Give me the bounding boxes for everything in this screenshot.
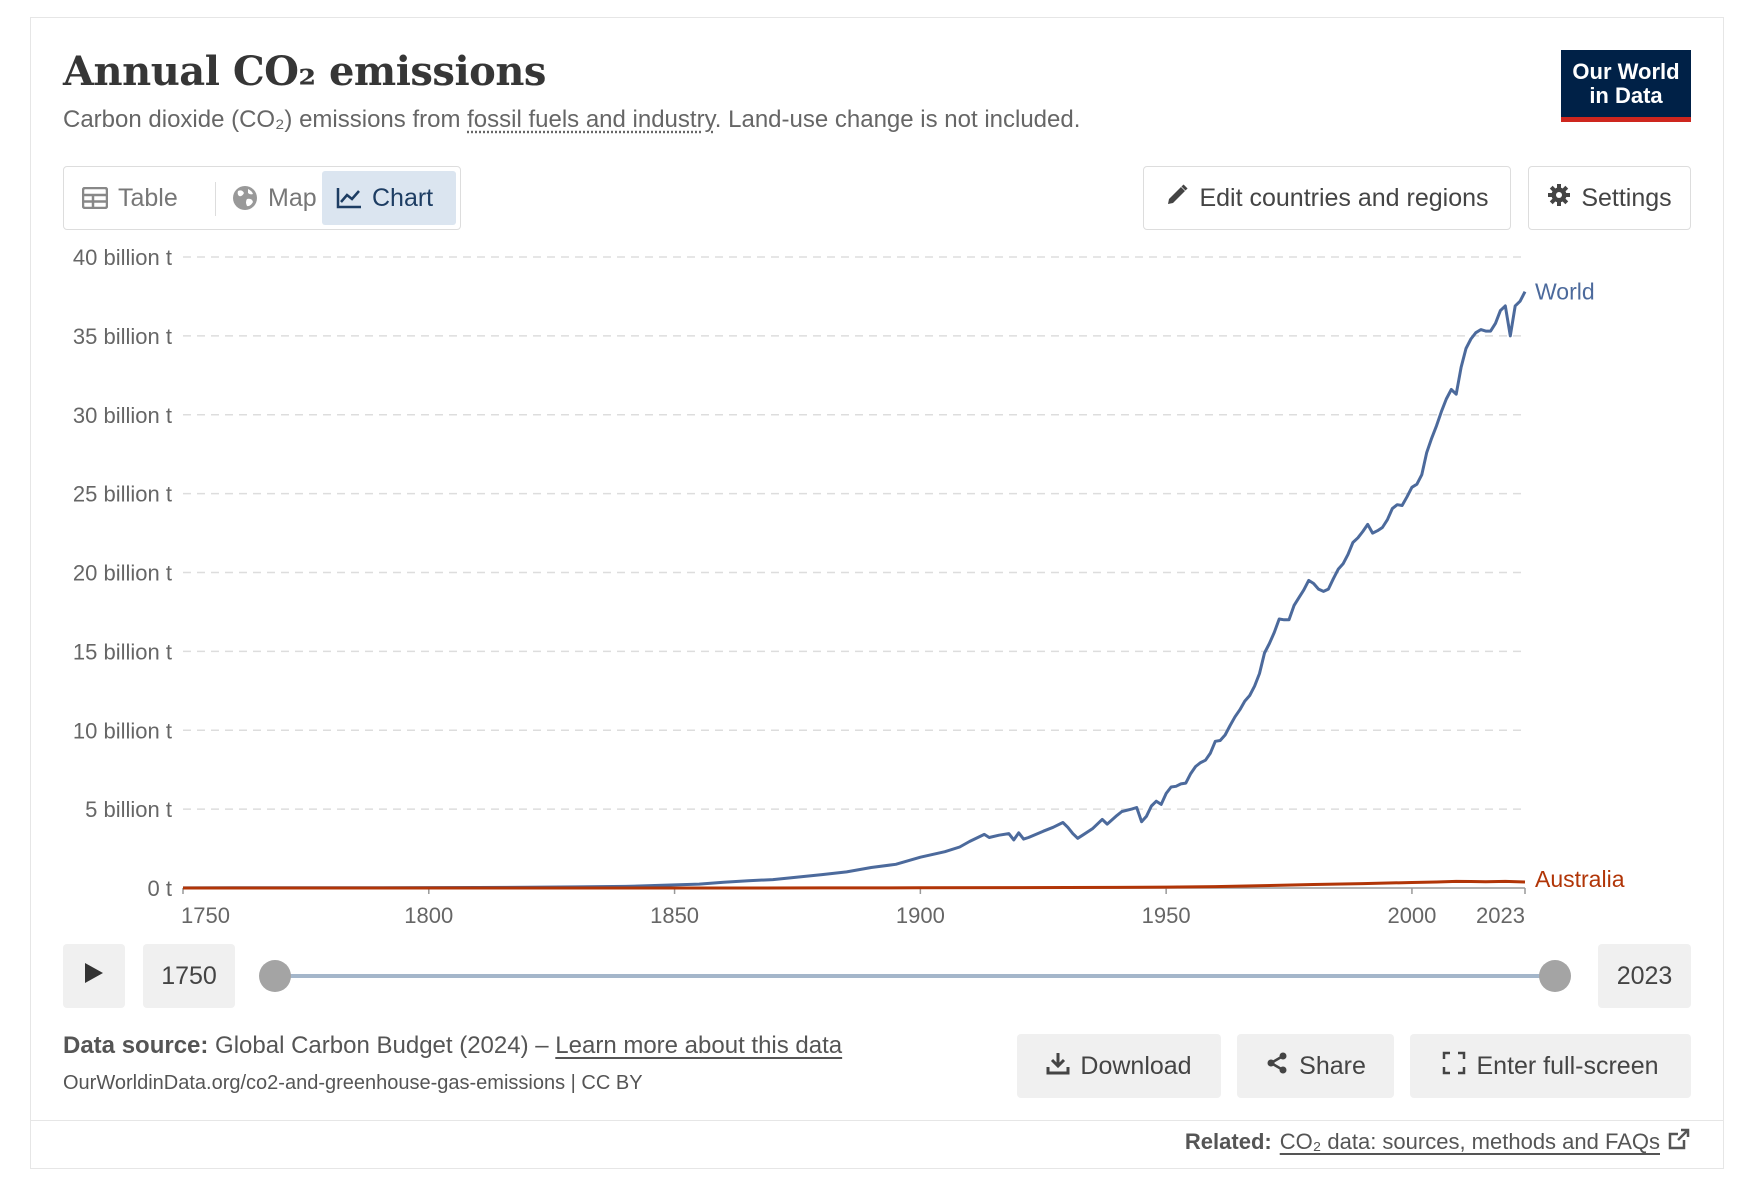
y-tick-label: 0 t: [148, 876, 172, 901]
data-source-label: Data source:: [63, 1032, 209, 1059]
download-icon: [1046, 1051, 1070, 1082]
logo-line-1: Our World: [1572, 58, 1680, 84]
owid-logo[interactable]: Our World in Data: [1561, 50, 1691, 122]
tab-map-label: Map: [268, 183, 317, 212]
y-tick-label: 30 billion t: [73, 403, 172, 428]
y-tick-label: 40 billion t: [73, 245, 172, 270]
subtitle-text: Carbon dioxide (CO₂) emissions from: [63, 106, 468, 133]
x-tick-label: 1950: [1142, 903, 1191, 928]
table-icon: [82, 187, 108, 209]
tab-map[interactable]: Map: [218, 171, 378, 225]
download-button[interactable]: Download: [1017, 1034, 1221, 1098]
external-link-icon[interactable]: [1668, 1128, 1690, 1156]
series-label-australia: Australia: [1535, 866, 1625, 892]
series-line-world: [182, 291, 1527, 890]
y-tick-label: 15 billion t: [73, 639, 172, 664]
view-tabs: Table Map Chart: [63, 166, 461, 230]
share-label: Share: [1299, 1051, 1366, 1080]
logo-line-2: in Data: [1589, 82, 1663, 108]
y-tick-label: 5 billion t: [85, 797, 172, 822]
line-chart: 0 t 5 billion t 10 billion t 15 billion t 20…: [73, 245, 1625, 928]
y-tick-label: 10 billion t: [73, 718, 172, 743]
settings-label: Settings: [1581, 183, 1672, 212]
learn-more-link[interactable]: Learn more about this data: [555, 1032, 843, 1059]
download-label: Download: [1080, 1051, 1192, 1080]
settings-button[interactable]: Settings: [1528, 166, 1691, 230]
y-tick-label: 35 billion t: [73, 324, 172, 349]
gear-icon: [1547, 183, 1571, 214]
tab-chart[interactable]: Chart: [322, 171, 456, 225]
timeline-start-year[interactable]: 1750: [143, 944, 235, 1008]
chart-card: [30, 17, 1724, 1169]
play-icon: [84, 962, 104, 991]
edit-countries-button[interactable]: Edit countries and regions: [1143, 166, 1511, 230]
tab-chart-label: Chart: [372, 183, 434, 212]
x-tick-label: 1800: [404, 903, 453, 928]
data-source: Data source: Global Carbon Budget (2024)…: [63, 1032, 842, 1060]
x-tick-label: 1900: [896, 903, 945, 928]
share-icon: [1265, 1051, 1289, 1082]
tab-table[interactable]: Table: [68, 171, 212, 225]
fullscreen-button[interactable]: Enter full-screen: [1410, 1034, 1691, 1098]
series-label-world: World: [1535, 279, 1595, 305]
fullscreen-label: Enter full-screen: [1476, 1051, 1659, 1080]
series-line-australia: [183, 879, 1526, 890]
timeline-track[interactable]: [275, 974, 1555, 978]
line-chart-icon: [336, 187, 362, 209]
x-tick-label: 1850: [650, 903, 699, 928]
timeline-end-handle[interactable]: [1539, 960, 1571, 992]
y-tick-label: 20 billion t: [73, 561, 172, 586]
share-button[interactable]: Share: [1237, 1034, 1394, 1098]
chart-title: Annual CO₂ emissions: [63, 48, 546, 95]
y-tick-label: 25 billion t: [73, 482, 172, 507]
related-link[interactable]: CO₂ data: sources, methods and FAQs: [1279, 1129, 1660, 1154]
timeline-start-handle[interactable]: [259, 960, 291, 992]
source-url[interactable]: OurWorldinData.org/co2-and-greenhouse-ga…: [63, 1072, 643, 1094]
expand-icon: [1442, 1051, 1466, 1082]
footer-divider: [30, 1120, 1724, 1121]
pencil-icon: [1165, 183, 1189, 214]
globe-icon: [232, 185, 258, 211]
subtitle-text-end: . Land-use change is not included.: [714, 106, 1081, 133]
related-label: Related:: [1184, 1129, 1272, 1154]
play-button[interactable]: [63, 944, 125, 1008]
timeline-start-label: 1750: [161, 961, 217, 990]
fossil-fuels-link[interactable]: fossil fuels and industry: [467, 106, 715, 133]
chart-subtitle: Carbon dioxide (CO₂) emissions from foss…: [63, 106, 1080, 134]
data-source-text: Global Carbon Budget (2024) –: [208, 1032, 556, 1059]
timeline-end-year[interactable]: 2023: [1598, 944, 1691, 1008]
x-tick-label: 2023: [1476, 903, 1525, 928]
x-tick-label: 2000: [1387, 903, 1436, 928]
related-links: Related: CO₂ data: sources, methods and …: [1185, 1128, 1690, 1156]
tab-table-label: Table: [118, 183, 178, 212]
x-tick-label: 1750: [181, 903, 230, 928]
tab-divider: [215, 182, 216, 216]
timeline-end-label: 2023: [1616, 961, 1673, 990]
edit-countries-label: Edit countries and regions: [1199, 183, 1489, 212]
